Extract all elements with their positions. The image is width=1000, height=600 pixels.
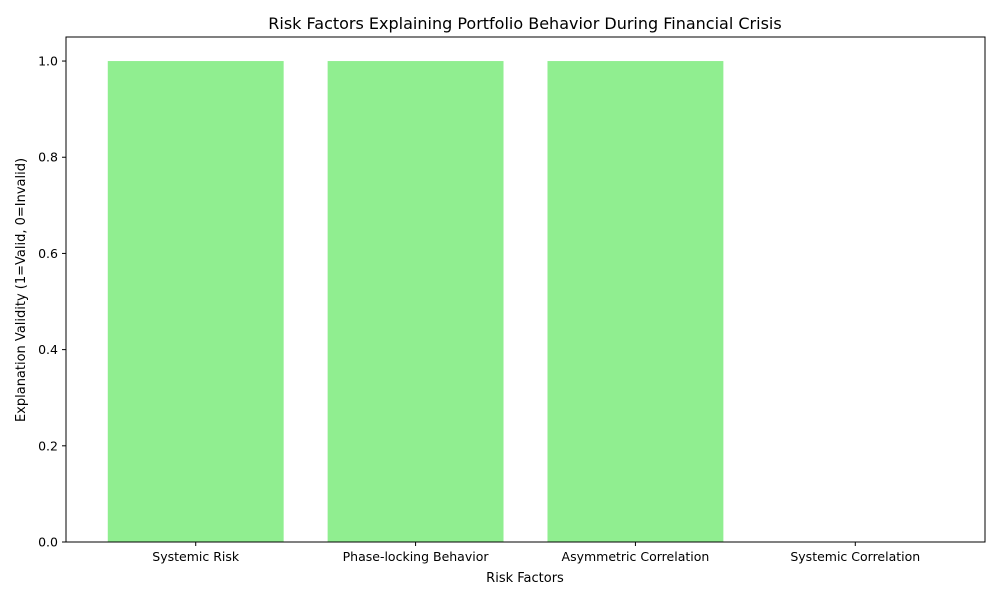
bars-group	[107, 61, 724, 543]
bar-1	[327, 61, 504, 543]
y-tick-label-1: 0.2	[38, 438, 58, 453]
x-axis-ticks: Systemic Risk Phase-locking Behavior Asymm…	[152, 542, 920, 564]
bar-0	[107, 61, 284, 543]
y-tick-label-4: 0.8	[38, 150, 58, 165]
y-axis-label: Explanation Validity (1=Valid, 0=Invalid…	[14, 158, 29, 422]
x-tick-label-2: Asymmetric Correlation	[562, 549, 710, 564]
bar-2	[547, 61, 724, 543]
y-tick-label-2: 0.4	[38, 342, 58, 357]
y-tick-label-0: 0.0	[38, 535, 58, 550]
chart-title: Risk Factors Explaining Portfolio Behavi…	[268, 14, 781, 33]
x-tick-label-3: Systemic Correlation	[790, 549, 920, 564]
x-axis-label: Risk Factors	[486, 571, 564, 586]
x-tick-label-1: Phase-locking Behavior	[343, 549, 490, 564]
x-tick-label-0: Systemic Risk	[152, 549, 240, 564]
y-axis-ticks: 0.0 0.2 0.4 0.6 0.8 1.0	[38, 54, 66, 550]
plot-frame	[65, 36, 986, 543]
y-tick-label-5: 1.0	[38, 54, 58, 69]
y-tick-label-3: 0.6	[38, 246, 58, 261]
